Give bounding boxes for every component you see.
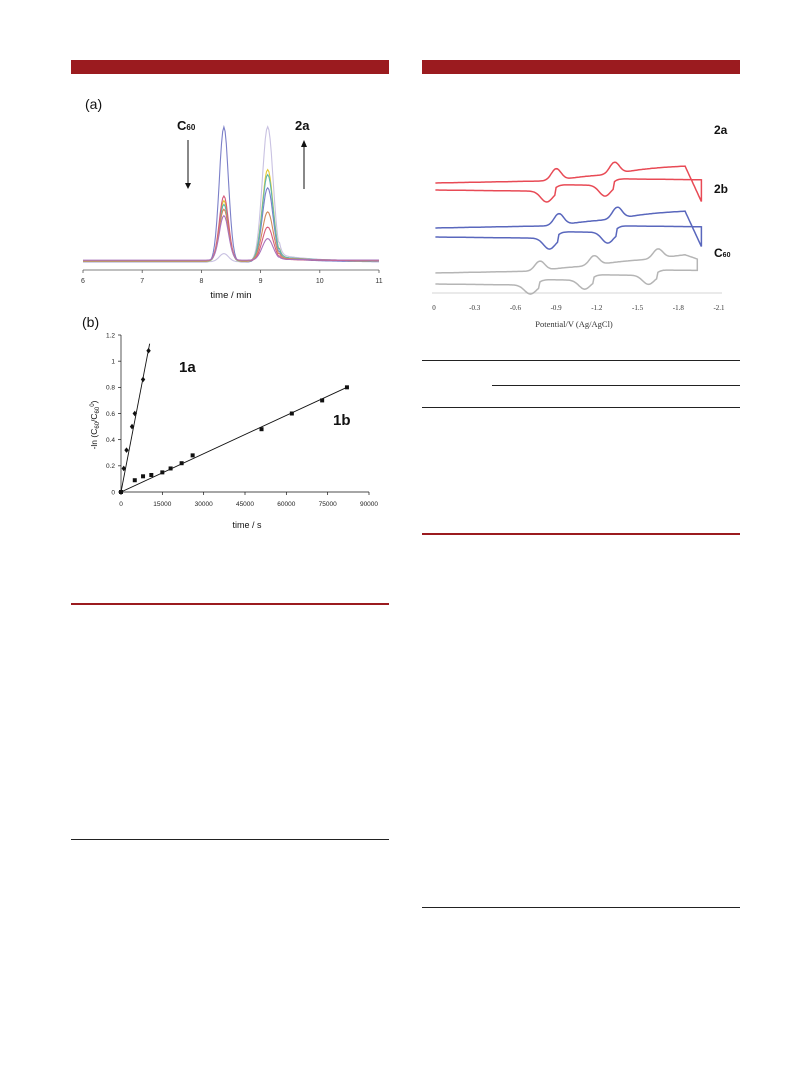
kinetics-x-tick-label: 90000	[360, 501, 378, 508]
point-1b	[160, 470, 165, 475]
cv-trace-2b	[435, 206, 703, 250]
point-1b	[344, 385, 349, 390]
kinetics-y-tick-label: 0	[111, 489, 115, 496]
kinetics-chart: 0 15000 30000 45000 60000 75000 90000 0 0.2 0.4 0.…	[89, 332, 378, 530]
cv-tick-label: 0	[432, 304, 436, 312]
2a-arrow-label: 2a	[295, 118, 310, 133]
kinetics-x-tick-label: 75000	[319, 501, 337, 508]
kinetics-x-tick-label: 0	[119, 501, 123, 508]
table-top-rule	[422, 360, 740, 361]
svg-text:-ln (C60/C600): -ln (C60/C600)	[89, 400, 101, 449]
point-1b	[132, 478, 137, 483]
hplc-trace-5	[83, 194, 379, 262]
cv-label-2b: 2b	[714, 182, 728, 196]
kinetics-y-label: -ln (C60/C600)	[89, 400, 101, 449]
kinetics-y-tick-label: 0.2	[106, 463, 115, 470]
left-section-rule	[71, 603, 389, 605]
point-1b	[119, 490, 123, 494]
table-header-rule	[422, 407, 740, 408]
2a-up-arrow-head	[301, 140, 307, 147]
cv-trace-C60	[435, 248, 699, 295]
cv-tick-label: -0.3	[469, 304, 481, 312]
hplc-x-label: time / min	[210, 290, 251, 301]
cv-tick-label: -1.8	[673, 304, 685, 312]
cv-label-2a: 2a	[714, 123, 728, 137]
point-1b	[168, 466, 173, 471]
point-1a	[124, 447, 129, 453]
kinetics-x-tick-label: 45000	[236, 501, 254, 508]
cv-chart: 2a 2b C60 0 -0.3 -0.6 -0.9 -1.2 -1.5 -1.8 -2.1 …	[432, 123, 731, 329]
hplc-x-ticks: 6 7 8 9 10 11	[81, 270, 383, 285]
hplc-tick-label: 6	[81, 278, 85, 285]
table-mid-rule	[492, 385, 740, 386]
left-header-bar	[71, 60, 389, 74]
cv-label-c60: C60	[714, 246, 731, 260]
point-1b	[149, 472, 154, 477]
kinetics-y-tick-label: 0.6	[106, 411, 115, 418]
c60-arrow-label: C60	[177, 118, 196, 133]
hplc-tick-label: 11	[375, 278, 382, 285]
hplc-trace-7	[83, 214, 379, 261]
kinetics-x-tick-label: 60000	[277, 501, 295, 508]
hplc-tick-label: 8	[199, 278, 203, 285]
kinetics-x-label: time / s	[232, 520, 262, 530]
point-1a	[140, 376, 146, 383]
panel-a-label: (a)	[85, 96, 103, 112]
hplc-tick-label: 7	[140, 278, 144, 285]
point-1a	[129, 423, 135, 430]
hplc-tick-label: 9	[259, 278, 263, 285]
point-1a	[121, 465, 126, 472]
c60-down-arrow-head	[185, 183, 191, 189]
cv-tick-label: -0.9	[551, 304, 563, 312]
hplc-tick-label: 10	[316, 278, 324, 285]
kinetics-x-tick-label: 30000	[195, 501, 213, 508]
left-bottom-rule	[71, 839, 389, 840]
right-bottom-rule	[422, 907, 740, 908]
hplc-chart: C60 2a 6 7 8 9 10 11 time / min	[81, 118, 383, 301]
cv-x-label: Potential/V (Ag/AgCl)	[535, 319, 613, 329]
cv-tick-label: -1.5	[632, 304, 644, 312]
cv-tick-label: -0.6	[510, 304, 522, 312]
kinetics-points	[118, 347, 349, 495]
cv-tick-label: -1.2	[591, 304, 603, 312]
right-section-rule	[422, 533, 740, 535]
series-1b-label: 1b	[333, 412, 351, 429]
point-1b	[190, 453, 195, 458]
kinetics-x-tick-label: 15000	[153, 501, 171, 508]
kinetics-fit-lines	[120, 343, 348, 493]
point-1b	[259, 427, 264, 432]
kinetics-y-tick-label: 1.2	[106, 332, 115, 339]
point-1b	[320, 398, 325, 403]
kinetics-axes: 0 15000 30000 45000 60000 75000 90000 0 0.2 0.4 0.…	[106, 332, 378, 508]
series-1a-label: 1a	[179, 359, 196, 376]
cv-x-ticks: 0 -0.3 -0.6 -0.9 -1.2 -1.5 -1.8 -2.1	[432, 304, 725, 312]
point-1a	[132, 410, 137, 417]
kinetics-y-tick-label: 0.8	[106, 385, 115, 392]
kinetics-y-tick-label: 1	[111, 358, 115, 365]
right-header-bar	[422, 60, 740, 74]
fit-line-1b	[120, 386, 348, 493]
point-1b	[289, 411, 294, 416]
panel-b-label: (b)	[82, 314, 100, 330]
kinetics-y-tick-label: 0.4	[106, 437, 115, 444]
point-1b	[179, 461, 184, 466]
cv-tick-label: -2.1	[713, 304, 725, 312]
point-1b	[141, 474, 146, 479]
cv-trace-2a	[435, 161, 703, 203]
hplc-traces	[83, 124, 379, 263]
fit-line-1a	[120, 343, 151, 493]
cv-traces	[435, 161, 703, 295]
point-1a	[146, 347, 151, 354]
